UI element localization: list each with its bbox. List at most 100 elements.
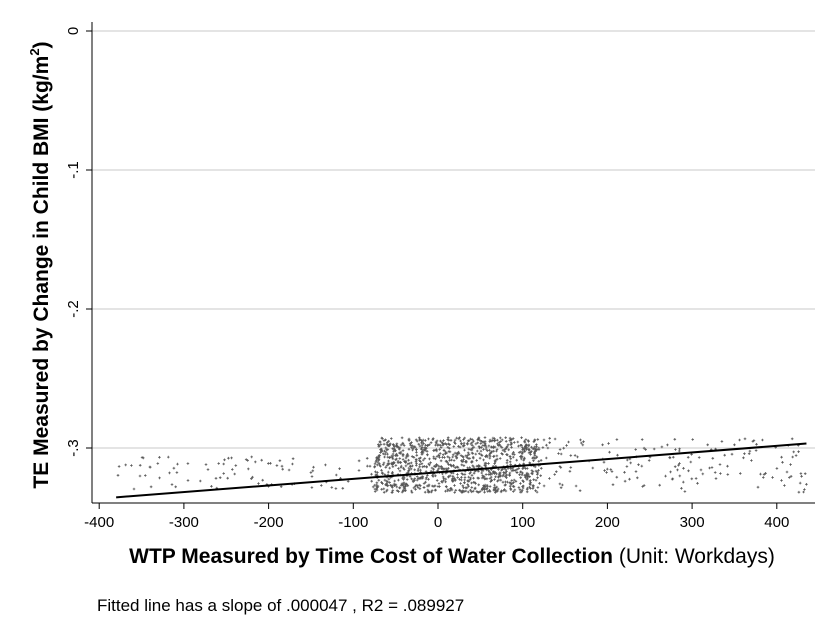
data-point-736 <box>402 475 406 479</box>
data-point-645 <box>395 489 399 492</box>
data-point-1315 <box>231 468 234 471</box>
data-point-682 <box>505 453 508 456</box>
y-axis-title-close: ) <box>30 41 53 48</box>
data-point-855 <box>528 461 531 465</box>
data-point-915 <box>505 461 509 465</box>
data-point-1314 <box>540 467 543 470</box>
data-point-1050 <box>439 444 442 447</box>
data-point-561 <box>466 442 469 445</box>
data-point-1014 <box>433 449 437 452</box>
data-point-506 <box>415 475 419 478</box>
data-point-787 <box>394 483 398 487</box>
data-point-207 <box>451 455 454 459</box>
data-point-738 <box>427 483 431 487</box>
data-point-1321 <box>609 468 613 471</box>
data-point-1171 <box>673 438 677 441</box>
data-point-417 <box>514 480 518 483</box>
data-point-545 <box>445 451 449 455</box>
data-point-1076 <box>373 487 377 491</box>
data-point-1264 <box>611 483 615 486</box>
data-point-863 <box>395 444 398 447</box>
data-point-992 <box>465 456 469 459</box>
data-point-695 <box>498 457 502 460</box>
data-point-702 <box>509 467 512 470</box>
data-point-1044 <box>437 453 440 457</box>
data-point-1246 <box>244 458 248 461</box>
data-point-1250 <box>558 448 562 451</box>
data-point-1067 <box>408 475 412 478</box>
data-point-409 <box>450 488 454 492</box>
data-point-980 <box>510 438 513 442</box>
data-point-509 <box>410 491 414 494</box>
data-point-1351 <box>204 463 208 466</box>
data-point-1194 <box>687 469 690 473</box>
data-point-262 <box>464 489 468 493</box>
data-point-130 <box>499 478 503 482</box>
data-point-1350 <box>678 474 682 478</box>
data-point-947 <box>456 473 459 476</box>
data-point-768 <box>395 485 399 489</box>
data-point-1346 <box>553 437 557 441</box>
data-point-179 <box>398 486 401 490</box>
data-point-217 <box>437 467 440 471</box>
data-point-1136 <box>206 468 210 471</box>
data-point-1297 <box>686 456 690 459</box>
data-point-956 <box>446 436 450 439</box>
y-axis-title: TE Measured by Change in Child BMI (kg/m… <box>27 41 53 488</box>
data-point-998 <box>422 486 426 489</box>
data-point-993 <box>434 457 437 461</box>
data-point-244 <box>374 470 377 474</box>
data-point-792 <box>499 490 503 494</box>
data-point-898 <box>470 451 474 455</box>
data-point-1352 <box>541 446 545 449</box>
data-point-1139 <box>652 447 656 451</box>
data-point-446 <box>375 488 379 492</box>
data-point-1339 <box>718 463 722 466</box>
y-tick-label-3: -.3 <box>65 439 82 457</box>
data-point-635 <box>375 481 379 485</box>
data-point-637 <box>393 479 396 483</box>
data-point-647 <box>462 441 466 445</box>
data-point-257 <box>447 467 450 470</box>
data-point-984 <box>520 454 523 458</box>
data-point-1320 <box>310 486 314 489</box>
data-point-36 <box>474 452 478 456</box>
data-point-1026 <box>499 444 502 448</box>
data-point-253 <box>427 437 430 441</box>
data-point-391 <box>494 491 497 494</box>
data-point-750 <box>401 449 405 452</box>
data-point-804 <box>483 485 486 488</box>
data-point-1199 <box>199 479 202 483</box>
data-point-916 <box>460 460 464 463</box>
data-point-821 <box>515 471 519 474</box>
data-point-133 <box>452 464 455 467</box>
data-point-484 <box>483 488 486 491</box>
data-point-1028 <box>497 444 500 447</box>
data-point-18 <box>533 465 537 469</box>
data-point-1181 <box>730 452 734 456</box>
data-point-1032 <box>419 476 423 480</box>
data-point-498 <box>407 439 411 442</box>
data-point-641 <box>513 488 517 492</box>
data-point-427 <box>486 490 490 493</box>
data-point-831 <box>390 491 394 494</box>
data-point-1102 <box>324 463 327 467</box>
data-point-1129 <box>275 464 279 467</box>
data-point-632 <box>484 462 488 465</box>
data-point-77 <box>395 442 399 446</box>
data-point-1021 <box>431 474 434 477</box>
data-point-1249 <box>719 472 722 475</box>
data-point-1120 <box>117 465 121 468</box>
data-point-105 <box>519 476 522 479</box>
data-point-1256 <box>696 482 699 485</box>
data-point-774 <box>395 454 399 457</box>
data-point-785 <box>529 487 532 490</box>
data-point-566 <box>532 478 535 481</box>
data-point-127 <box>501 452 504 456</box>
data-point-331 <box>463 448 466 452</box>
data-point-1146 <box>802 490 805 494</box>
data-point-347 <box>460 442 463 445</box>
data-point-92 <box>420 462 424 465</box>
data-point-902 <box>376 486 379 489</box>
data-point-1151 <box>789 463 792 466</box>
